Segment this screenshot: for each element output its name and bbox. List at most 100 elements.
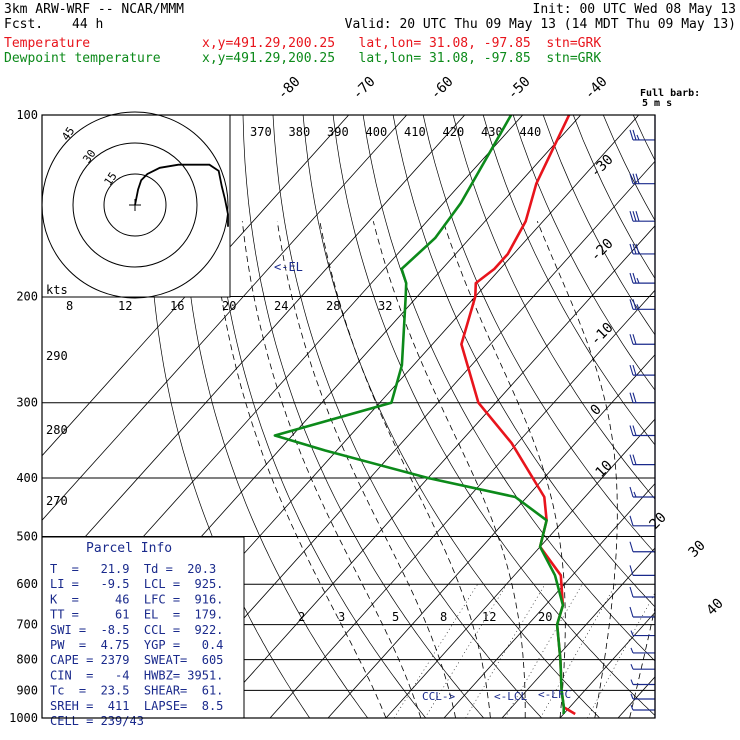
wind-barb (629, 565, 655, 576)
isotherm-label: 10 (593, 458, 616, 481)
model-title: 3km ARW-WRF -- NCAR/MMM (4, 2, 185, 17)
wind-barb (630, 704, 655, 711)
parcel-info-title: Parcel Info (86, 541, 172, 556)
theta-label: 270 (46, 494, 68, 508)
wind-barb (629, 272, 655, 284)
parcel-info-row: Tc = 23.5 SHEAR= 61. (50, 684, 223, 698)
mixing-ratio-label: 8 (440, 610, 447, 624)
wind-barb (629, 173, 655, 185)
wind-barb (629, 299, 655, 310)
parcel-info-row: K = 46 LFC = 916. (50, 592, 223, 606)
pressure-label: 700 (16, 618, 38, 632)
wind-barb (629, 364, 655, 376)
isotherm-label: 30 (686, 538, 709, 561)
pressure-label: 600 (16, 577, 38, 591)
lfc-marker: <-LFC (538, 688, 571, 701)
el-marker: <-EL (274, 260, 303, 274)
parcel-info-row: TT = 61 EL = 179. (50, 608, 223, 622)
pressure-label: 200 (16, 290, 38, 304)
theta-label: 390 (327, 125, 349, 139)
parcel-info-row: CAPE = 2379 SWEAT= 605 (50, 653, 223, 667)
pressure-label: 500 (16, 529, 38, 543)
wind-barb (629, 486, 655, 498)
theta-label: 280 (46, 423, 68, 437)
isotherm-label: 0 (588, 402, 605, 419)
parcel-info-panel: Parcel Info T = 21.9 Td = 20.3LI = -9.5 … (41, 536, 245, 728)
hodograph-trace (134, 163, 229, 227)
pressure-label: 400 (16, 471, 38, 485)
mixing-ratio-label: 20 (538, 610, 552, 624)
parcel-info-row: CELL = 239/43 (50, 714, 144, 728)
parcel-info-row: T = 21.9 Td = 20.3 (50, 562, 216, 576)
isotherm-label: -60 (428, 74, 457, 103)
mixing-ratio-label: 12 (482, 610, 496, 624)
dewpoint-station-info: x,y=491.29,200.25 lat,lon= 31.08, -97.85… (202, 51, 602, 66)
isotherm-label: 40 (704, 596, 727, 619)
lcl-marker: <-LCL (494, 690, 527, 703)
hodograph-axis-label: 16 (170, 299, 184, 313)
wind-barb (629, 129, 655, 141)
parcel-info-row: SWI = -8.5 CCL = 922. (50, 623, 223, 637)
hodograph-axis-label: 28 (326, 299, 340, 313)
forecast-label: Fcst. (4, 17, 44, 32)
wind-barb (629, 425, 655, 437)
barb-legend-subtitle: 5 m s (642, 98, 672, 109)
theta-label: 290 (46, 349, 68, 363)
hodograph-axis-label: 8 (66, 299, 73, 313)
wind-barb (629, 541, 655, 553)
plot-frame (41, 114, 656, 719)
temperature-station-info: x,y=491.29,200.25 lat,lon= 31.08, -97.85… (202, 36, 602, 51)
init-time: Init: 00 UTC Wed 08 May 13 (532, 2, 737, 17)
isotherm-label: -50 (505, 74, 534, 103)
wind-barb (629, 392, 655, 404)
theta-label: 370 (250, 125, 272, 139)
barb-legend-title: Full barb: (640, 88, 700, 99)
wind-barb (630, 679, 655, 686)
wind-barb (630, 663, 655, 670)
hodograph-ring-label: 15 (102, 170, 120, 188)
theta-label: 440 (520, 125, 542, 139)
wind-barb (629, 606, 655, 618)
pressure-axis-labels: 100 200 300 400 500 600 700 800 900 1000 (9, 108, 38, 725)
pressure-label: 100 (16, 108, 38, 122)
parcel-info-row: CIN = -4 HWBZ= 3951. (50, 668, 223, 682)
pressure-label: 800 (16, 653, 38, 667)
mixing-ratio-label: 5 (392, 610, 399, 624)
mixing-ratio-label: 3 (338, 610, 345, 624)
theta-label: 410 (404, 125, 426, 139)
ccl-marker: CCL-> (422, 690, 455, 703)
hodograph-ring-label: 30 (80, 147, 98, 165)
dewpoint-profile (273, 115, 566, 715)
parcel-info-row: SREH = 411 LAPSE= 8.5 (50, 699, 223, 713)
isotherm-label: -70 (350, 74, 379, 103)
hodograph-axis-label: 12 (118, 299, 132, 313)
temperature-label: Temperature (4, 36, 91, 51)
skewt-background-lines (42, 115, 655, 718)
level-annotations: <-EL CCL-> <-LCL <-LFC (274, 260, 571, 703)
parcel-info-row: LI = -9.5 LCL = 925. (50, 577, 223, 591)
wind-barb (630, 647, 655, 654)
wind-barbs: Full barb:5 m s (629, 88, 700, 718)
wind-barb (630, 630, 655, 637)
wind-barb (629, 211, 655, 222)
pressure-label: 1000 (9, 711, 38, 725)
isotherm-label: -30 (588, 152, 617, 181)
theta-label: 430 (481, 125, 503, 139)
pressure-label: 900 (16, 683, 38, 697)
valid-time: Valid: 20 UTC Thu 09 May 13 (14 MDT Thu … (344, 17, 736, 32)
isotherm-label: -20 (588, 236, 617, 265)
parcel-info-row: PW = 4.75 YGP = 0.4 (50, 638, 223, 652)
wind-barb (629, 515, 655, 527)
hodograph-axis-label: 20 (222, 299, 236, 313)
isotherm-label: -40 (582, 74, 611, 103)
wind-barb (629, 586, 655, 598)
sounding-profiles (273, 115, 576, 716)
wind-barb (629, 243, 655, 255)
hodograph-units: kts (46, 283, 68, 297)
wind-barb (629, 454, 655, 466)
isotherm-label: -80 (275, 74, 304, 103)
wind-barb (629, 334, 655, 345)
hodograph-ring-label: 45 (59, 125, 77, 143)
hodograph-axis-label: 32 (378, 299, 392, 313)
